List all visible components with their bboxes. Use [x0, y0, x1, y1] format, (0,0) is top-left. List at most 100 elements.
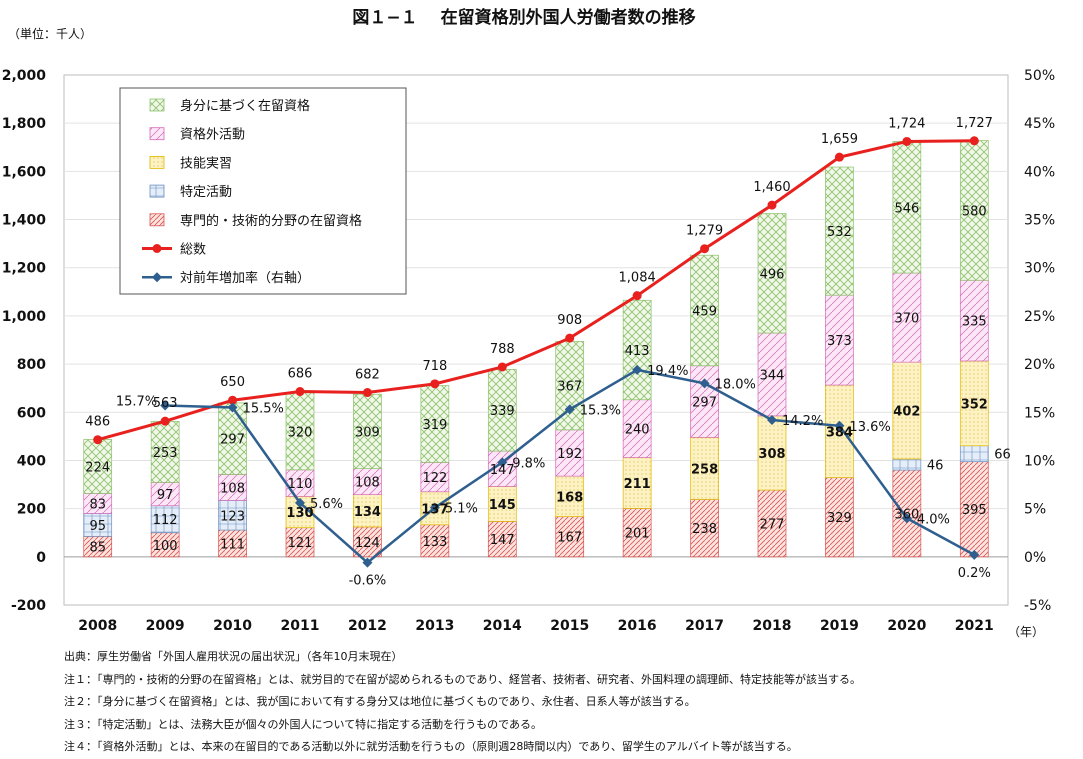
growth-label: 5.6% [310, 497, 343, 512]
growth-label: 15.5% [243, 401, 284, 416]
x-tick-label: 2011 [281, 618, 320, 634]
totals-line [97, 139, 975, 442]
growth-point [429, 502, 440, 513]
bar-status-based [353, 393, 382, 469]
bar-label-extra-activity: 97 [157, 488, 174, 503]
bar-label-status-based: 413 [625, 344, 650, 359]
totals-point [767, 200, 777, 210]
growth-point [362, 557, 373, 568]
bar-professional [825, 477, 854, 558]
bar-label-professional: 329 [827, 511, 852, 526]
growth-point [295, 497, 305, 508]
bar-label-designated: 66 [994, 448, 1011, 463]
bar-label-extra-activity: 297 [692, 396, 717, 411]
bar-label-extra-activity: 108 [220, 481, 245, 496]
y-right-tick-label: -5% [1024, 598, 1051, 614]
bar-label-designated: 123 [220, 509, 245, 524]
bar-professional [420, 524, 450, 558]
x-tick-label: 2010 [213, 618, 252, 634]
bar-professional [150, 532, 180, 558]
totals-point [430, 379, 440, 389]
bar-label-designated: 95 [89, 519, 106, 534]
growth-label: 9.8% [512, 456, 545, 471]
bar-extra-activity [622, 399, 652, 458]
series-lines [93, 136, 980, 568]
bar-label-status-based: 297 [220, 433, 245, 448]
y-right-tick-label: 15% [1024, 405, 1055, 421]
bar-label-status-based: 320 [288, 425, 313, 440]
unit-label: （単位：千人） [8, 26, 92, 41]
bar-label-professional: 147 [490, 533, 515, 548]
y-left-tick-label: 800 [17, 357, 46, 373]
totals-point [295, 387, 305, 397]
bar-status-based [825, 166, 854, 296]
y-left-tick-label: 200 [17, 502, 46, 518]
bar-label-status-based: 580 [962, 204, 987, 219]
growth-label: 15.7% [116, 395, 157, 410]
bar-label-extra-activity: 122 [422, 471, 447, 486]
total-label: 1,659 [821, 132, 858, 147]
y-left-tick-label: 0 [36, 550, 46, 566]
bar-status-based [285, 392, 315, 471]
source-note: 出典：厚生労働省「外国人雇用状況の届出状況」（各年10月末現在） [64, 650, 403, 663]
totals-point [93, 435, 103, 445]
x-tick-label: 2019 [820, 618, 859, 634]
y-left-tick-label: 1,600 [2, 164, 47, 180]
bar-label-extra-activity: 335 [962, 315, 987, 330]
x-tick-label: 2020 [887, 618, 926, 634]
bar-extra-activity [353, 468, 382, 496]
legend-swatch [149, 98, 165, 112]
x-tick-label: 2009 [146, 618, 185, 634]
y-right-tick-label: 0% [1024, 550, 1046, 566]
y-left-tick-label: 600 [17, 405, 46, 421]
bar-label-status-based: 224 [85, 460, 110, 475]
y-right-tick-label: 5% [1024, 502, 1046, 518]
totals-point [902, 136, 912, 146]
bar-label-trainee: 137 [421, 502, 448, 517]
bar-status-based [959, 140, 989, 281]
total-label: 788 [490, 342, 515, 357]
growth-label: 14.2% [782, 414, 823, 429]
bar-extra-activity [690, 365, 719, 438]
bar-trainee [622, 457, 652, 509]
y-right-tick-label: 40% [1024, 164, 1055, 180]
bar-label-extra-activity: 108 [355, 476, 380, 491]
bar-label-professional: 238 [692, 522, 717, 537]
bar-status-based [622, 299, 652, 401]
y-right-tick-label: 10% [1024, 453, 1055, 469]
growth-point [497, 457, 508, 468]
x-unit-label: （年） [1008, 625, 1044, 639]
total-label: 563 [153, 396, 178, 411]
growth-point [227, 402, 238, 413]
total-label: 682 [355, 368, 380, 383]
totals-point [160, 416, 170, 426]
bar-label-trainee: 134 [354, 505, 381, 520]
total-label: 650 [220, 375, 245, 390]
total-label: 1,279 [686, 224, 723, 239]
plot-area [63, 74, 1009, 606]
total-label: 908 [557, 313, 582, 328]
bar-label-professional: 395 [962, 503, 987, 518]
bar-extra-activity [959, 279, 989, 362]
growth-point [564, 404, 575, 415]
growth-point [767, 414, 777, 425]
x-tick-label: 2015 [550, 618, 589, 634]
bar-label-status-based: 253 [153, 446, 178, 461]
bar-trainee [690, 436, 719, 500]
data-labels: 85 95 83 224 486 100 112 97 253 563 111 123 108 297 65… [85, 116, 1011, 589]
bar-designated [892, 458, 922, 471]
legend-swatch [149, 155, 165, 169]
total-label: 486 [85, 415, 110, 430]
legend-label: 対前年増加率（右軸） [180, 270, 310, 286]
growth-label: 19.4% [647, 364, 688, 379]
growth-point [834, 420, 845, 431]
y-left-tick-label: 1,400 [2, 213, 47, 229]
legend-label: 技能実習 [180, 155, 232, 171]
bar-label-status-based: 367 [557, 380, 582, 395]
bar-trainee [555, 475, 585, 517]
totals-point [834, 152, 844, 162]
y-left-tick-label: 1,000 [2, 309, 47, 325]
legend-label: 資格外活動 [180, 127, 245, 143]
y-right-tick-label: 25% [1024, 309, 1055, 325]
y-right-tick-label: 45% [1024, 116, 1055, 132]
